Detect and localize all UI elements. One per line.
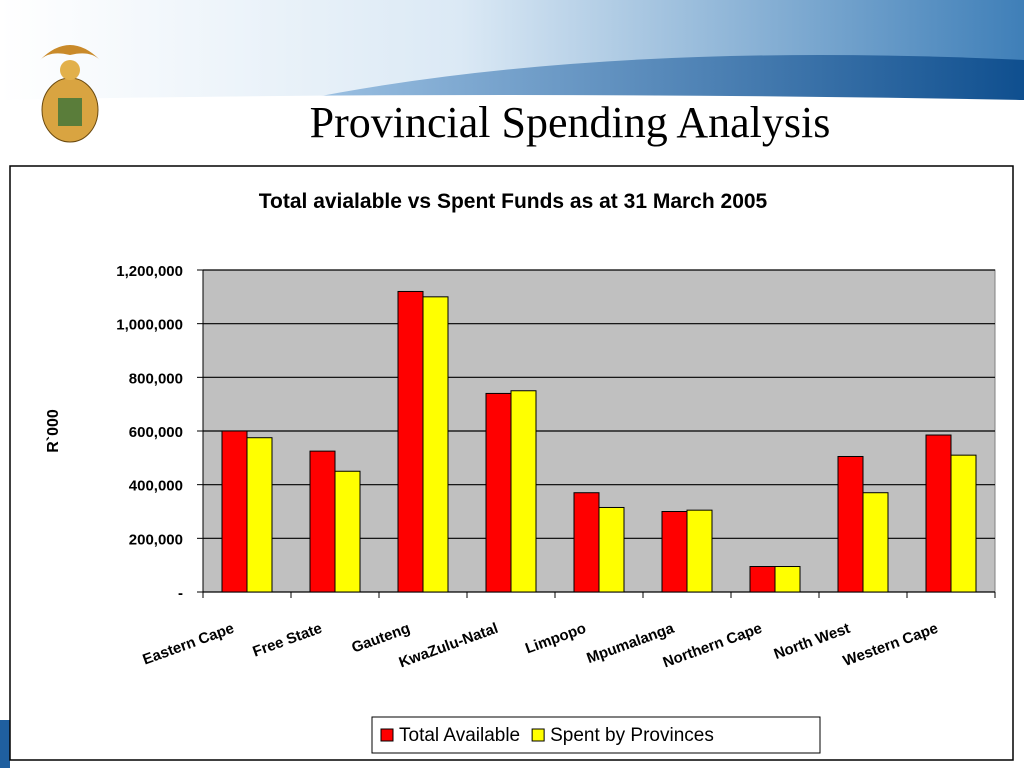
header-swoosh bbox=[300, 55, 1024, 100]
y-axis-label: R`000 bbox=[45, 409, 62, 453]
bar bbox=[598, 506, 625, 593]
bar bbox=[221, 430, 248, 593]
bar bbox=[510, 390, 537, 593]
y-tick-label: 200,000 bbox=[129, 531, 183, 548]
bar bbox=[686, 509, 713, 593]
legend-swatch bbox=[380, 728, 394, 742]
bar bbox=[334, 470, 361, 593]
bar bbox=[774, 566, 801, 593]
y-tick-label: 400,000 bbox=[129, 478, 183, 495]
bar bbox=[485, 392, 512, 593]
chart-title: Total avialable vs Spent Funds as at 31 … bbox=[259, 190, 768, 213]
legend-box bbox=[371, 716, 821, 754]
coat-of-arms bbox=[40, 45, 100, 143]
bar bbox=[661, 511, 688, 593]
header-edge bbox=[0, 95, 1024, 110]
bar bbox=[925, 434, 952, 593]
bar bbox=[862, 492, 889, 593]
bar bbox=[837, 455, 864, 593]
bar bbox=[246, 437, 273, 593]
bar bbox=[397, 290, 424, 593]
y-tick-label: 1,200,000 bbox=[116, 263, 183, 280]
y-tick-label: - bbox=[178, 585, 183, 602]
legend-label: Spent by Provinces bbox=[550, 725, 714, 746]
legend-swatch bbox=[531, 728, 545, 742]
slide-title: Provincial Spending Analysis bbox=[310, 98, 831, 147]
bar bbox=[309, 450, 336, 593]
bar bbox=[422, 296, 449, 593]
legend-label: Total Available bbox=[399, 725, 520, 746]
y-tick-label: 600,000 bbox=[129, 424, 183, 441]
footer-band bbox=[0, 720, 10, 768]
bar bbox=[573, 492, 600, 593]
bar bbox=[749, 566, 776, 593]
y-tick-label: 1,000,000 bbox=[116, 317, 183, 334]
bar bbox=[950, 454, 977, 593]
y-tick-label: 800,000 bbox=[129, 370, 183, 387]
